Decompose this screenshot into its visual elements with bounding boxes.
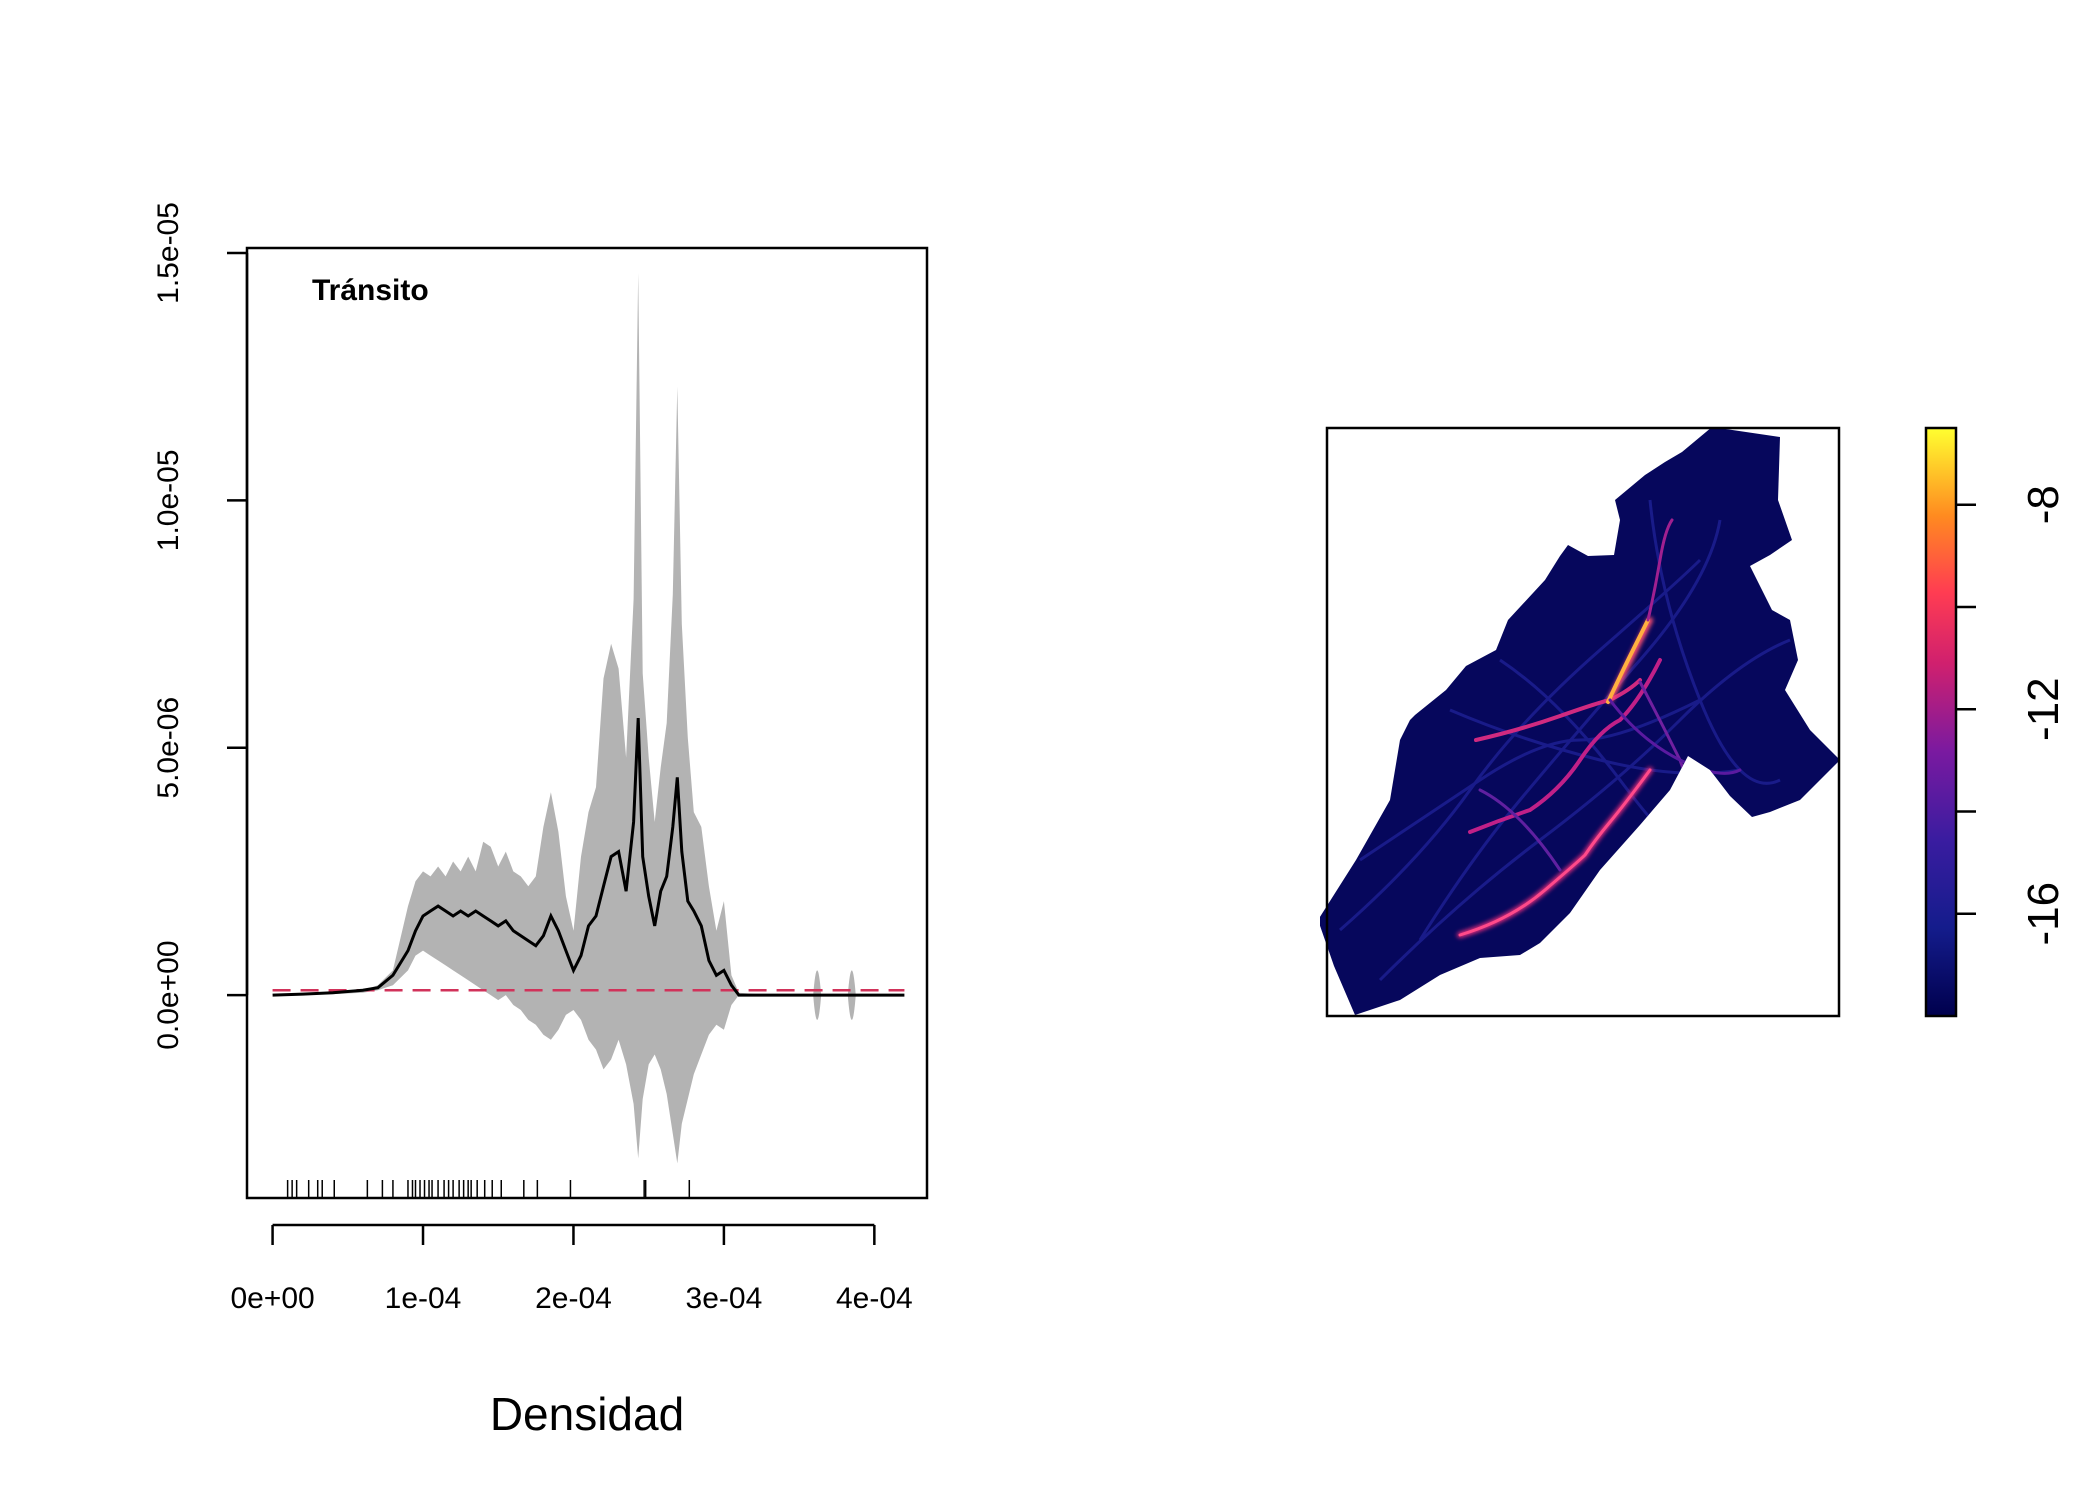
plot-frame bbox=[245, 246, 929, 1200]
colorbar-tick-label: -16 bbox=[2019, 882, 2068, 946]
x-tick-label: 0e+00 bbox=[230, 1282, 314, 1315]
raster-map bbox=[1320, 427, 1840, 1015]
colorbar-tick-label: -8 bbox=[2019, 485, 2068, 524]
x-tick-label: 3e-04 bbox=[686, 1282, 763, 1315]
y-tick-label: 1.0e-05 bbox=[152, 449, 185, 551]
band-area bbox=[272, 272, 905, 1164]
y-tick-label: 5.0e-06 bbox=[152, 697, 185, 799]
estimate-line bbox=[272, 718, 905, 997]
y-axis: 0.0e+00 5.0e-06 1.0e-05 1.5e-05 bbox=[152, 202, 249, 1050]
confidence-band bbox=[272, 272, 905, 1164]
x-tick-label: 4e-04 bbox=[836, 1282, 913, 1315]
x-tick-label: 2e-04 bbox=[535, 1282, 612, 1315]
x-axis-title: Densidad bbox=[490, 1388, 684, 1440]
y-tick-label: 1.5e-05 bbox=[152, 202, 185, 304]
x-tick-label: 1e-04 bbox=[385, 1282, 462, 1315]
map-frame bbox=[1325, 426, 1841, 1018]
map-panel: -8 -12 -16 bbox=[1320, 426, 2068, 1018]
x-axis: 0e+00 1e-04 2e-04 3e-04 4e-04 bbox=[230, 1223, 913, 1315]
y-tick-label: 0.0e+00 bbox=[152, 940, 185, 1049]
rug-marks bbox=[286, 1180, 691, 1198]
density-panel: 0e+00 1e-04 2e-04 3e-04 4e-04 0.0e+00 5.0e-06… bbox=[152, 202, 929, 1440]
colorbar bbox=[1924, 426, 1958, 1018]
colorbar-axis: -8 -12 -16 bbox=[1956, 485, 2068, 946]
colorbar-tick-label: -12 bbox=[2019, 677, 2068, 741]
panel-title: Tránsito bbox=[312, 274, 429, 307]
